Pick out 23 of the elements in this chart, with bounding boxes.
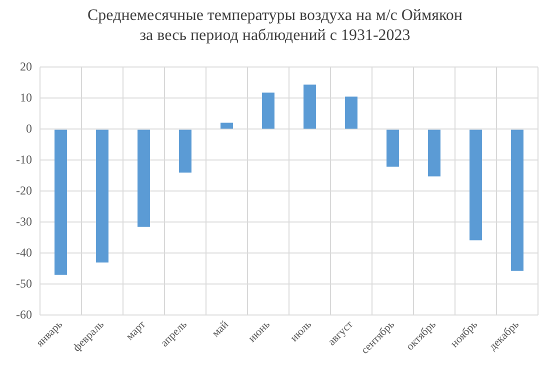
y-tick-label: 0	[26, 121, 32, 136]
y-tick-label: -40	[16, 245, 32, 260]
x-tick-label: май	[210, 318, 231, 340]
bar	[511, 130, 524, 271]
y-tick-label: -50	[16, 276, 32, 290]
y-tick-label: -20	[16, 183, 32, 198]
y-tick-label: -60	[16, 307, 32, 322]
bar	[304, 84, 316, 129]
bar	[428, 130, 440, 176]
bar	[262, 92, 274, 129]
bar	[54, 130, 67, 275]
y-tick-label: -30	[16, 214, 32, 228]
chart-title: Среднемесячные температуры воздуха на м/с Оймякон за весь период наблюдений с 1931-2023	[86, 6, 464, 46]
bar	[470, 130, 482, 240]
bar	[386, 130, 399, 167]
bar	[220, 122, 233, 129]
bar	[96, 130, 108, 263]
bar	[179, 130, 192, 173]
y-tick-label: 20	[20, 59, 32, 74]
bar	[345, 96, 358, 129]
y-tick-label: -10	[16, 152, 32, 166]
bar	[138, 130, 150, 227]
y-tick-label: 10	[20, 90, 32, 104]
